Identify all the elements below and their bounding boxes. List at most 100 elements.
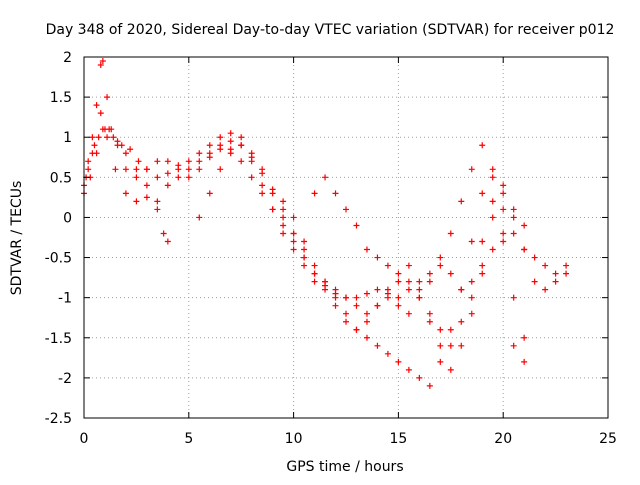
axis-ticks	[83, 56, 609, 419]
data-point-track-a	[395, 294, 402, 301]
y-tick-label: 2	[63, 50, 72, 66]
y-tick-label: -0.5	[45, 251, 72, 267]
data-point-track-a	[196, 150, 203, 157]
data-point-track-e	[489, 246, 496, 253]
data-point-track-b	[437, 358, 444, 365]
data-point-track-d	[290, 230, 297, 237]
data-point-track-d	[259, 170, 266, 177]
data-point-track-a	[164, 158, 171, 165]
data-point-track-e	[301, 238, 308, 245]
data-point-track-a	[280, 214, 287, 221]
data-point-track-c	[468, 310, 475, 317]
data-point-track-e	[374, 254, 381, 261]
data-point-track-a	[363, 310, 370, 317]
data-point-track-b	[426, 382, 433, 389]
data-point-track-c	[447, 366, 454, 373]
data-point-track-c	[269, 206, 276, 213]
y-tick-label: -2	[58, 371, 72, 387]
data-point-track-c	[437, 342, 444, 349]
data-point-track-d	[521, 334, 528, 341]
data-point-track-b	[164, 182, 171, 189]
data-point-track-d	[353, 294, 360, 301]
data-point-track-c	[489, 214, 496, 221]
data-point-track-b	[280, 222, 287, 229]
data-point-track-e	[332, 190, 339, 197]
data-point-track-c	[458, 342, 465, 349]
data-point-track-a	[437, 254, 444, 261]
data-point-track-d	[384, 290, 391, 297]
data-point-track-c	[531, 278, 538, 285]
data-point-track-d	[479, 238, 486, 245]
data-point-track-d	[301, 254, 308, 261]
data-point-track-e	[405, 262, 412, 269]
data-point-track-a	[353, 302, 360, 309]
data-point-track-a	[468, 166, 475, 173]
data-point-track-b	[363, 334, 370, 341]
data-point-track-c	[521, 246, 528, 253]
data-point-track-e	[322, 174, 329, 181]
data-point-track-e	[479, 270, 486, 277]
data-point-track-d	[363, 290, 370, 297]
data-point-track-e	[521, 358, 528, 365]
data-point-track-c	[160, 230, 167, 237]
data-point-track-a	[563, 270, 570, 277]
data-point-track-d	[164, 170, 171, 177]
data-point-track-a	[500, 206, 507, 213]
data-point-track-c	[311, 278, 318, 285]
y-tick-label: 1	[63, 130, 72, 146]
data-point-track-e	[363, 246, 370, 253]
data-point-track-c	[500, 190, 507, 197]
data-point-track-a	[489, 174, 496, 181]
data-point-track-c	[104, 134, 111, 141]
x-tick-label: 10	[285, 431, 303, 447]
data-point-track-c	[164, 238, 171, 245]
data-point-track-c	[343, 318, 349, 325]
data-point-track-c	[395, 270, 402, 277]
data-point-track-d	[95, 134, 102, 141]
data-point-track-d	[175, 166, 182, 173]
data-point-track-d	[143, 166, 150, 173]
data-point-track-b	[122, 150, 129, 157]
data-point-track-d	[110, 134, 117, 141]
data-point-track-d	[127, 146, 134, 153]
data-point-track-a	[290, 238, 297, 245]
data-point-track-d	[437, 262, 444, 269]
data-point-track-d	[468, 278, 475, 285]
data-point-track-d	[196, 166, 203, 173]
data-point-track-b	[154, 198, 161, 205]
data-point-track-a	[104, 94, 111, 101]
data-point-track-a	[89, 134, 96, 141]
data-point-track-b	[395, 358, 402, 365]
data-points	[81, 58, 570, 389]
data-point-track-c	[97, 110, 104, 117]
data-point-track-d	[269, 186, 276, 193]
data-point-track-b	[301, 246, 308, 253]
data-point-track-c	[154, 206, 161, 213]
data-point-track-b	[479, 190, 486, 197]
data-point-track-b	[143, 182, 150, 189]
data-point-track-c	[143, 194, 150, 201]
data-point-track-e	[426, 310, 433, 317]
data-point-track-c	[363, 318, 370, 325]
data-point-track-a	[405, 286, 412, 293]
data-point-track-c	[374, 302, 381, 309]
data-point-track-c	[91, 142, 98, 149]
data-point-track-d	[447, 270, 454, 277]
data-point-track-a	[458, 198, 465, 205]
data-point-track-e	[447, 342, 454, 349]
data-point-track-c	[122, 190, 129, 197]
y-tick-label: -1.5	[45, 331, 72, 347]
data-point-track-d	[89, 150, 96, 157]
data-point-track-b	[175, 174, 182, 181]
data-point-track-a	[426, 270, 433, 277]
data-point-track-a	[416, 278, 423, 285]
data-point-track-b	[238, 158, 245, 165]
data-point-track-d	[280, 206, 287, 213]
data-point-track-e	[343, 206, 349, 213]
data-point-track-c	[563, 262, 570, 269]
data-point-track-c	[542, 286, 549, 293]
data-point-track-d	[238, 142, 245, 149]
data-point-track-b	[416, 374, 423, 381]
data-point-track-d	[206, 154, 213, 161]
data-point-track-b	[374, 342, 381, 349]
